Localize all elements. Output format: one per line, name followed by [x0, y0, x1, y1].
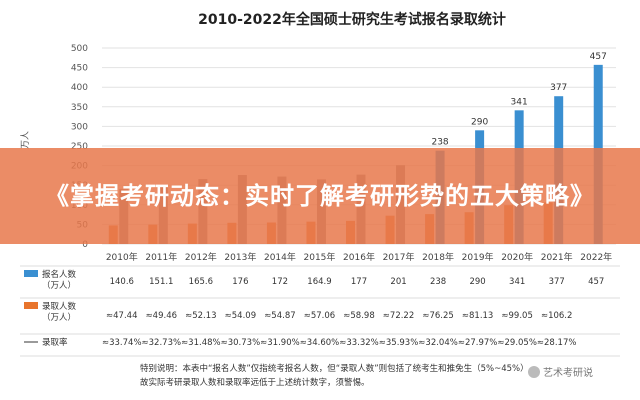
watermark: 艺术考研说 — [528, 364, 593, 379]
table-cell: ≈29.05% — [497, 338, 537, 348]
note-line-2: 故实际考研录取人数和录取率远低于上述统计数字，须警惕。 — [140, 378, 370, 388]
table-cell: 172 — [272, 277, 288, 287]
table-cell: 290 — [469, 277, 485, 287]
table-cell: ≈33.74% — [102, 338, 142, 348]
x-tick-label: 2017年 — [383, 251, 415, 263]
table-cell: ≈31.48% — [181, 338, 221, 348]
table-cell: ≈28.17% — [537, 338, 577, 348]
x-tick-label: 2015年 — [304, 251, 336, 263]
table-cell: ≈99.05 — [501, 311, 532, 321]
table-cell: ≈49.46 — [146, 311, 177, 321]
table-cell: ≈27.97% — [458, 338, 498, 348]
wechat-icon — [528, 365, 540, 378]
y-tick-label: 250 — [71, 142, 88, 152]
chart-title: 2010-2022年全国硕士研究生考试报名录取统计 — [198, 11, 506, 28]
table-cell: ≈58.98 — [343, 311, 374, 321]
legend-label: （万人） — [42, 280, 76, 291]
title-banner: 《掌握考研动态：实时了解考研形势的五大策略》 — [0, 148, 640, 244]
watermark-text: 艺术考研说 — [543, 368, 593, 379]
legend-label: 录取人数 — [42, 301, 77, 312]
legend-label: 录取率 — [42, 337, 68, 348]
x-tick-label: 2012年 — [185, 251, 217, 263]
table-cell: ≈54.09 — [225, 311, 256, 321]
bar-value-label: 457 — [590, 52, 607, 62]
table-cell: ≈32.04% — [418, 338, 458, 348]
table-cell: ≈35.93% — [379, 338, 419, 348]
table-cell: ≈57.06 — [304, 311, 335, 321]
x-tick-label: 2021年 — [541, 251, 573, 263]
table-cell: ≈33.32% — [339, 338, 379, 348]
table-cell: ≈76.25 — [422, 311, 453, 321]
table-cell: 201 — [390, 277, 406, 287]
y-tick-label: 350 — [71, 103, 88, 113]
table-cell: ≈47.44 — [106, 311, 137, 321]
note-line-1: 特别说明：本表中“报名人数”仅指统考报名人数，但“录取人数”则包括了统考生和推免… — [140, 364, 529, 374]
x-tick-label: 2013年 — [224, 251, 256, 263]
bar-value-label: 290 — [471, 117, 488, 127]
x-tick-label: 2010年 — [106, 251, 138, 263]
table-cell: 238 — [430, 277, 446, 287]
table-cell: ≈30.73% — [221, 338, 261, 348]
x-tick-label: 2022年 — [580, 251, 612, 263]
table-cell: ≈34.60% — [300, 338, 340, 348]
table-cell: 165.6 — [189, 277, 213, 287]
bar-value-labels: 238 290 341 377 457 — [431, 52, 606, 148]
y-tick-label: 400 — [71, 83, 88, 93]
x-tick-label: 2016年 — [343, 251, 375, 263]
table-cell: ≈72.22 — [383, 311, 414, 321]
table-cell: 177 — [351, 277, 367, 287]
table-cell: 341 — [509, 277, 525, 287]
table-cell: 164.9 — [307, 277, 331, 287]
table-cell: ≈81.13 — [462, 311, 493, 321]
x-tick-label: 2019年 — [462, 251, 494, 263]
y-tick-label: 450 — [71, 64, 88, 74]
legend-label: 报名人数 — [42, 269, 77, 280]
x-tick-label: 2020年 — [501, 251, 533, 263]
y-tick-label: 500 — [71, 44, 88, 54]
x-tick-label: 2018年 — [422, 251, 454, 263]
table-cell: 377 — [549, 277, 565, 287]
table-cell: ≈54.87 — [264, 311, 295, 321]
table-cell: 140.6 — [110, 277, 134, 287]
legend-swatch — [24, 302, 38, 309]
x-axis-ticks: 2010年 2011年 2012年 2013年 2014年 2015年 2016年 2017年… — [106, 251, 612, 263]
y-tick-label: 300 — [71, 122, 88, 132]
legend-swatch — [24, 270, 38, 277]
x-tick-label: 2011年 — [145, 251, 177, 263]
banner-title: 《掌握考研动态：实时了解考研形势的五大策略》 — [45, 182, 595, 210]
table-cell: 176 — [232, 277, 248, 287]
table-cell: ≈52.13 — [185, 311, 216, 321]
data-table: 报名人数（万人） 140.6 151.1 165.6 176 172 164.9 177 201… — [20, 265, 620, 357]
x-tick-label: 2014年 — [264, 251, 296, 263]
table-cell: ≈32.73% — [142, 338, 182, 348]
y-tick-label: 0 — [82, 240, 88, 250]
table-cell: 151.1 — [149, 277, 173, 287]
bar-value-label: 377 — [550, 83, 567, 93]
bar-value-label: 238 — [431, 138, 448, 148]
y-axis-label: 万人 — [20, 131, 31, 149]
y-axis-label-text: 万人 — [20, 131, 31, 149]
legend-label: （万人） — [42, 312, 76, 323]
table-cell: ≈31.90% — [260, 338, 300, 348]
table-cell: 457 — [588, 277, 604, 287]
bar-value-label: 341 — [511, 97, 528, 107]
table-cell: ≈106.2 — [541, 311, 572, 321]
